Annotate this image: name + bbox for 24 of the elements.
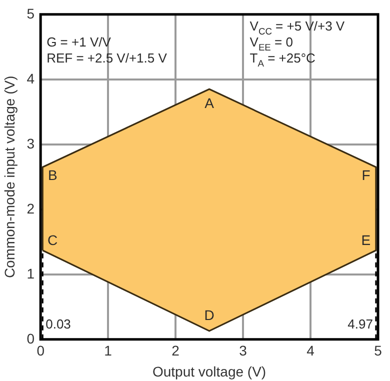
y-tick-label: 3: [26, 135, 35, 152]
y-tick-label: 0: [26, 330, 35, 346]
y-tick-label: 1: [26, 265, 35, 282]
annotation: D: [204, 306, 214, 323]
annotation: F: [362, 167, 370, 184]
annotation: E: [361, 232, 371, 248]
x-tick-label: 4: [306, 342, 315, 359]
y-tick-label: 5: [26, 5, 35, 22]
annotation: REF = +2.5 V/+1.5 V: [46, 50, 168, 66]
ref-line-label: 0.03: [46, 316, 71, 332]
x-tick-label: 5: [374, 342, 382, 359]
x-tick-label: 1: [104, 342, 112, 359]
annotation: B: [48, 167, 58, 184]
x-tick-label: 0: [36, 342, 45, 359]
annotation: A: [204, 95, 215, 112]
x-tick-label: 3: [239, 342, 248, 359]
x-axis-title: Output voltage (V): [152, 363, 266, 380]
x-tick-label: 2: [172, 342, 180, 359]
ref-line-label: 4.97: [348, 316, 373, 332]
y-tick-label: 4: [26, 70, 35, 86]
y-axis-title: Common-mode input voltage (V): [1, 76, 18, 278]
y-tick-label: 2: [26, 200, 35, 216]
annotation: C: [48, 232, 58, 248]
annotation: G = +1 V/V: [46, 34, 112, 50]
